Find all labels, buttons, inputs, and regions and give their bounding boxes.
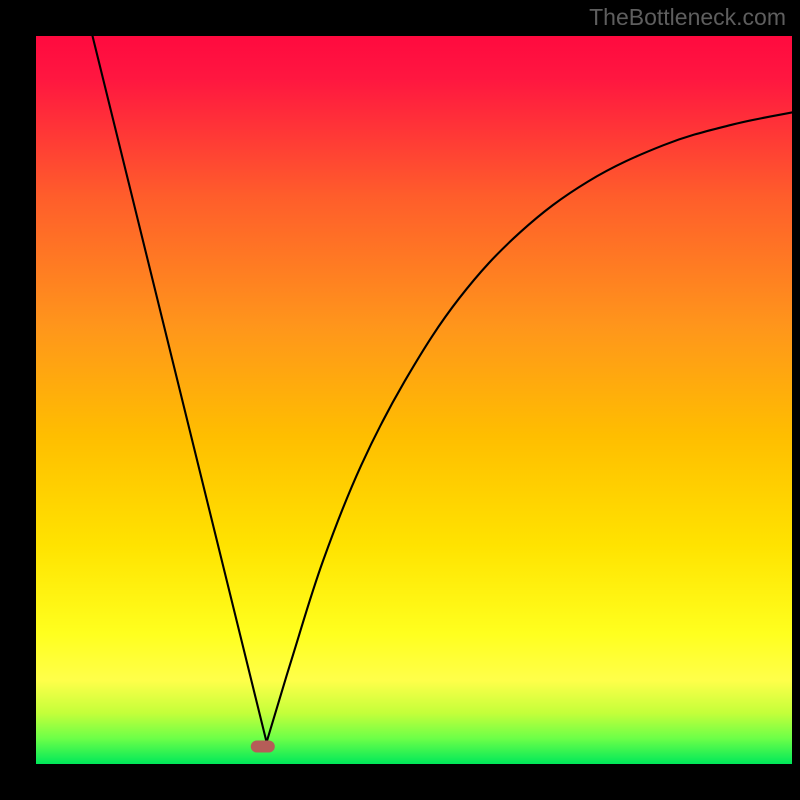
chart-svg xyxy=(0,0,800,800)
curve-min-marker xyxy=(251,741,275,753)
chart-frame: TheBottleneck.com xyxy=(0,0,800,800)
chart-background xyxy=(36,36,792,764)
watermark-text: TheBottleneck.com xyxy=(589,4,786,31)
